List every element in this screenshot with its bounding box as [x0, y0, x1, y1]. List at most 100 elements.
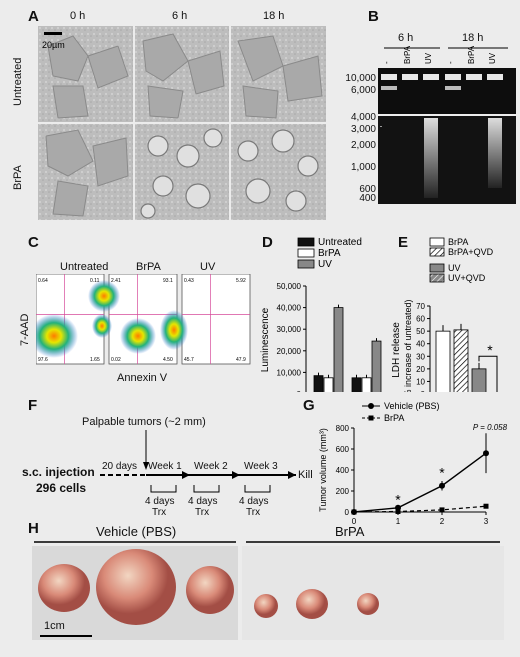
bar-untreated	[313, 375, 324, 392]
gel-lane-label: -	[382, 61, 391, 64]
bar-untreated	[351, 377, 362, 392]
ladder-label: 600	[359, 184, 376, 195]
flow-quadrant-value: 47.9	[236, 357, 246, 363]
bar-brpa	[323, 377, 334, 392]
row-label-untreated: Untreated	[12, 57, 24, 106]
palpable-label: Palpable tumors (~2 mm)	[82, 416, 206, 428]
panel-label-a: A	[28, 8, 39, 25]
flow-quadrant-value: 0.02	[111, 357, 121, 363]
panel-label-e: E	[398, 234, 409, 251]
bar-uv	[371, 340, 382, 392]
tumor-photos	[32, 541, 504, 640]
point-vehicle	[439, 482, 445, 489]
flow-quadrant-value: 1.65	[90, 357, 100, 363]
legend-swatch	[297, 259, 315, 269]
series-line-vehicle	[353, 452, 487, 513]
y-axis-label: Luminescence	[260, 307, 271, 372]
y-tick-label: 20	[416, 365, 425, 374]
flow-density	[160, 310, 188, 350]
trx3-days: 4 days	[239, 496, 269, 507]
y-tick-label: 20,000	[277, 347, 302, 356]
trx2-days: 4 days	[188, 496, 218, 507]
significance-star: *	[487, 342, 493, 358]
ladder-label: 10,000	[345, 73, 376, 84]
chart-g: 02004006008000123Treatment length (weeks…	[318, 401, 508, 524]
significance-bracket	[478, 355, 498, 389]
flow-density	[88, 280, 120, 312]
y-axis-label-2: (% increase of untreated)	[403, 299, 413, 392]
scale-bar-label: 20µm	[42, 40, 65, 50]
y-tick-label: 600	[336, 445, 350, 454]
flow-quadrant-value: 93.1	[163, 278, 173, 284]
bar-brpa-qvd	[453, 329, 469, 392]
y-tick-label: 200	[336, 487, 350, 496]
gel-lane-label: UV	[424, 52, 433, 64]
panel-label-d: D	[262, 234, 273, 251]
gel-lane-label: BrPA	[467, 46, 476, 64]
legend-label: UV	[448, 263, 461, 273]
panel-label-b: B	[368, 8, 379, 25]
y-tick-label: 0	[297, 390, 302, 392]
legend-label: BrPA+QVD	[448, 247, 494, 257]
y-tick-label: 40,000	[277, 304, 302, 313]
week3-label: Week 3	[244, 461, 278, 472]
significance-star: *	[395, 492, 401, 508]
ladder-label: 1,000	[350, 162, 376, 173]
flow-quadrant-value: 0.64	[38, 278, 48, 284]
ladder-label: 2,000	[350, 140, 376, 151]
legend-label: BrPA	[318, 248, 341, 259]
flow-plots: 0.64 0.11 97.6 1.65 2.41 93.1 0.02 4.50 0.43 5.92…	[36, 274, 251, 365]
x-tick-label: 1	[396, 517, 401, 524]
bar-uv	[333, 307, 344, 392]
y-tick-label: 50	[416, 327, 425, 336]
gel-lane-label: UV	[488, 52, 497, 64]
y-tick-label: 30,000	[277, 325, 302, 334]
point-brpa	[439, 507, 445, 513]
legend-swatch	[429, 273, 445, 283]
trx2-label: Trx	[195, 507, 210, 518]
cells-label: 296 cells	[36, 481, 87, 495]
row-label-brpa: BrPA	[12, 165, 24, 190]
ladder-label: 400	[359, 193, 376, 204]
ladder-label: 3,000	[350, 124, 376, 135]
flow-title-brpa: BrPA	[136, 261, 161, 273]
point-vehicle	[483, 450, 489, 457]
flow-title-untreated: Untreated	[60, 261, 109, 273]
flow-density	[92, 314, 112, 338]
vehicle-label: Vehicle (PBS)	[96, 524, 177, 539]
time-6h: 6 h	[172, 10, 188, 22]
trx3-label: Trx	[246, 507, 261, 518]
trx1-days: 4 days	[145, 496, 175, 507]
x-tick-label: 0	[352, 517, 357, 524]
week2-label: Week 2	[194, 461, 228, 472]
flow-quadrant-value: 0.11	[90, 278, 100, 284]
y-tick-label: 10,000	[277, 368, 302, 377]
legend-label: Vehicle (PBS)	[384, 401, 440, 411]
legend-label: Untreated	[318, 237, 362, 248]
days-label: 20 days	[102, 461, 138, 472]
ladder-label: 4,000	[350, 112, 376, 123]
cm-scale-label: 1cm	[44, 620, 65, 632]
chart-e: 0 10 20 30 40 50 60 70 LDH release(% increase of…	[391, 237, 498, 392]
gel-image: - BrPA UV - BrPA UV	[378, 46, 516, 204]
flow-density	[36, 314, 78, 358]
gel-lane-label: BrPA	[403, 46, 412, 64]
legend-marker-vehicle	[368, 403, 374, 409]
flow-title-uv: UV	[200, 261, 216, 273]
legend-label: BrPA	[448, 237, 468, 247]
significance-star: *	[439, 464, 445, 480]
flow-quadrant-value: 97.6	[38, 357, 48, 363]
bar-uv	[471, 368, 487, 392]
gel-time-6h: 6 h	[398, 32, 414, 44]
gel-time-18h: 18 h	[462, 32, 484, 44]
treatment-schematic	[100, 430, 296, 493]
y-tick-label: 0	[421, 390, 426, 392]
x-tick-label: 3	[484, 517, 489, 524]
bar-brpa	[361, 377, 372, 392]
series-line-brpa	[353, 505, 487, 513]
gel-lane-label: -	[446, 61, 455, 64]
micrograph-grid	[38, 26, 326, 220]
point-brpa	[483, 503, 489, 509]
point-brpa	[395, 508, 401, 514]
y-axis-label: LDH release	[391, 322, 402, 378]
